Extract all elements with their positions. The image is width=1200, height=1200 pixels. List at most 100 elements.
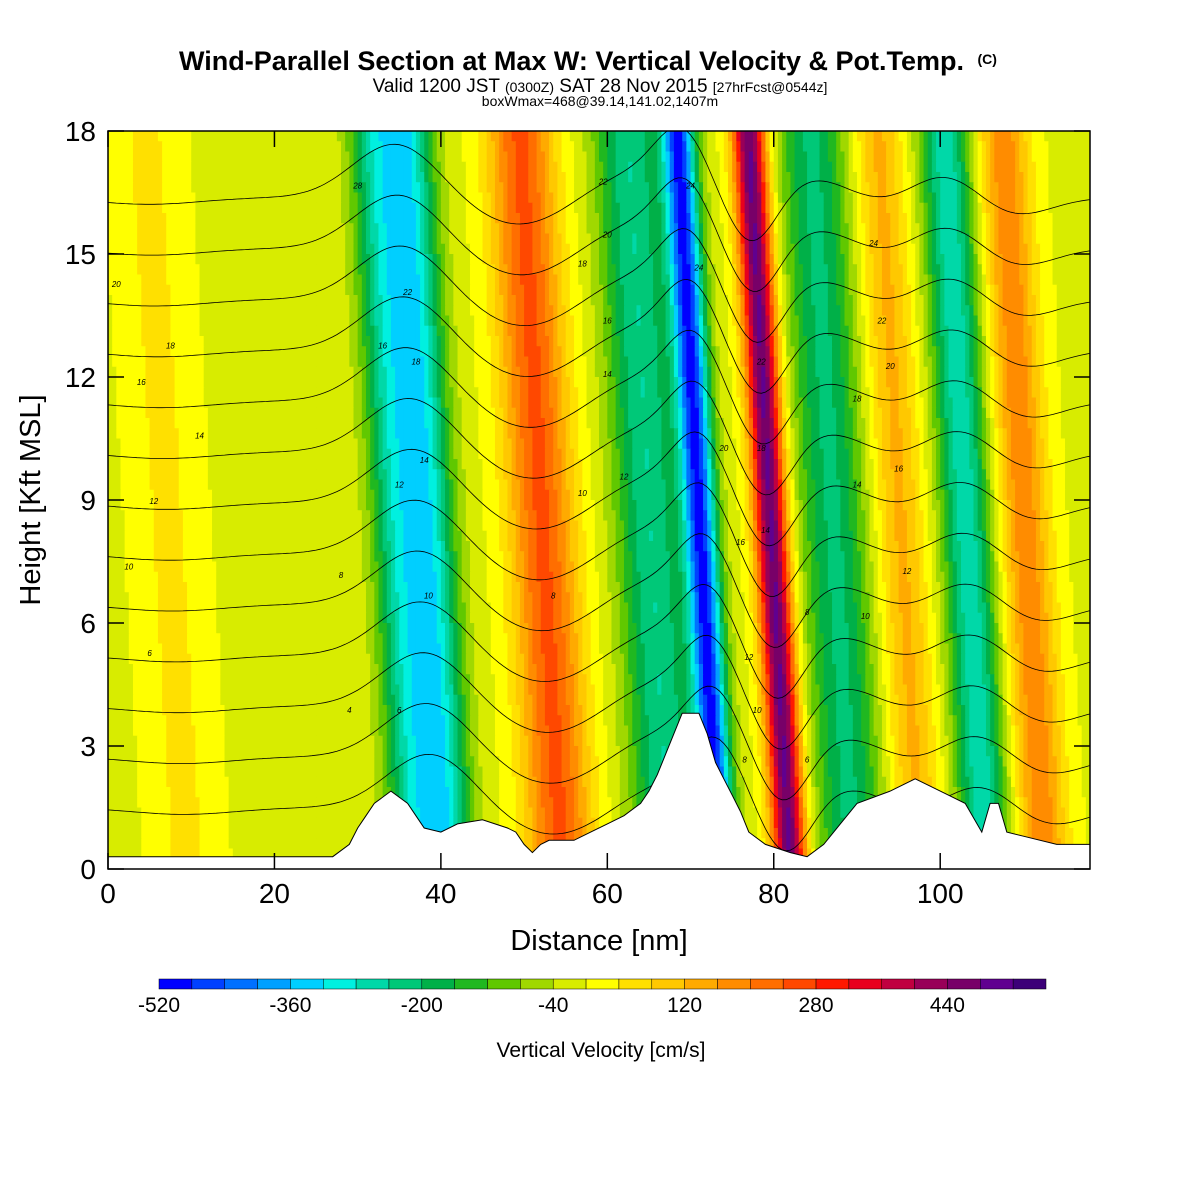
velocity-cell (270, 336, 276, 347)
velocity-cell (1035, 192, 1041, 204)
velocity-cell (840, 315, 846, 327)
velocity-cell (940, 315, 945, 327)
velocity-cell (1006, 131, 1012, 142)
velocity-cell (478, 315, 484, 327)
velocity-cell (673, 192, 679, 204)
velocity-cell (345, 131, 350, 142)
velocity-cell (449, 315, 454, 327)
velocity-cell (374, 151, 380, 163)
velocity-cell (303, 151, 309, 163)
velocity-cell (906, 131, 912, 142)
velocity-cell (1077, 202, 1083, 214)
velocity-cell (827, 274, 833, 286)
velocity-cell (906, 141, 912, 153)
velocity-cell (295, 336, 301, 347)
velocity-cell (827, 233, 833, 245)
velocity-cell (790, 182, 796, 194)
velocity-cell (981, 305, 987, 317)
velocity-cell (736, 131, 742, 142)
velocity-cell (370, 223, 375, 235)
velocity-cell (977, 274, 983, 286)
velocity-cell (727, 151, 733, 163)
velocity-cell (773, 202, 779, 214)
velocity-cell (407, 182, 413, 194)
velocity-cell (902, 192, 908, 204)
velocity-cell (786, 131, 792, 142)
velocity-cell (149, 336, 155, 347)
velocity-cell (936, 233, 941, 245)
velocity-cell (578, 254, 583, 265)
velocity-cell (353, 213, 359, 224)
velocity-cell (461, 274, 467, 286)
velocity-cell (894, 336, 900, 347)
velocity-cell (536, 141, 542, 153)
velocity-cell (881, 233, 887, 245)
velocity-cell (511, 131, 517, 142)
velocity-cell (457, 202, 463, 214)
velocity-cell (686, 172, 692, 183)
velocity-cell (1027, 141, 1033, 153)
velocity-cell (216, 202, 221, 214)
velocity-cell (661, 254, 667, 265)
velocity-cell (744, 305, 750, 317)
velocity-cell (973, 274, 979, 286)
velocity-cell (990, 305, 995, 317)
velocity-cell (395, 274, 400, 286)
velocity-cell (182, 264, 188, 276)
velocity-cell (915, 254, 920, 265)
velocity-cell (782, 295, 787, 306)
velocity-cell (270, 305, 276, 317)
velocity-cell (553, 274, 558, 286)
velocity-cell (482, 223, 488, 235)
velocity-cell (490, 264, 496, 276)
velocity-cell (116, 172, 122, 183)
velocity-cell (461, 223, 467, 235)
velocity-cell (615, 305, 621, 317)
velocity-cell (207, 192, 213, 204)
velocity-cell (515, 305, 521, 317)
velocity-cell (549, 182, 554, 194)
velocity-cell (474, 336, 479, 347)
velocity-cell (586, 315, 592, 327)
velocity-cell (694, 315, 700, 327)
velocity-cell (436, 305, 442, 317)
velocity-cell (511, 223, 517, 235)
velocity-cell (515, 131, 521, 142)
velocity-cell (919, 274, 925, 286)
velocity-cell (353, 264, 359, 276)
velocity-cell (374, 192, 380, 204)
velocity-cell (120, 325, 126, 337)
velocity-cell (678, 243, 683, 255)
velocity-cell (1040, 172, 1045, 183)
velocity-cell (445, 233, 450, 245)
velocity-cell (149, 315, 155, 327)
velocity-cell (432, 264, 438, 276)
velocity-cell (232, 295, 238, 306)
velocity-cell (1019, 141, 1025, 153)
velocity-cell (236, 213, 242, 224)
velocity-cell (353, 141, 359, 153)
velocity-cell (257, 161, 263, 173)
velocity-cell (794, 202, 800, 214)
velocity-cell (311, 325, 317, 337)
velocity-cell (557, 182, 563, 194)
velocity-cell (990, 141, 995, 153)
velocity-cell (648, 223, 654, 235)
velocity-cell (295, 172, 301, 183)
velocity-cell (985, 325, 991, 337)
velocity-cell (424, 233, 429, 245)
velocity-cell (565, 325, 571, 337)
velocity-cell (619, 141, 625, 153)
velocity-cell (1031, 254, 1037, 265)
velocity-cell (503, 325, 509, 337)
velocity-cell (640, 336, 646, 347)
velocity-cell (261, 325, 267, 337)
velocity-cell (578, 233, 583, 245)
velocity-cell (1060, 141, 1066, 153)
velocity-cell (628, 264, 633, 276)
velocity-cell (794, 315, 800, 327)
velocity-cell (482, 295, 488, 306)
velocity-cell (449, 254, 454, 265)
velocity-cell (266, 223, 271, 235)
velocity-cell (486, 202, 492, 214)
